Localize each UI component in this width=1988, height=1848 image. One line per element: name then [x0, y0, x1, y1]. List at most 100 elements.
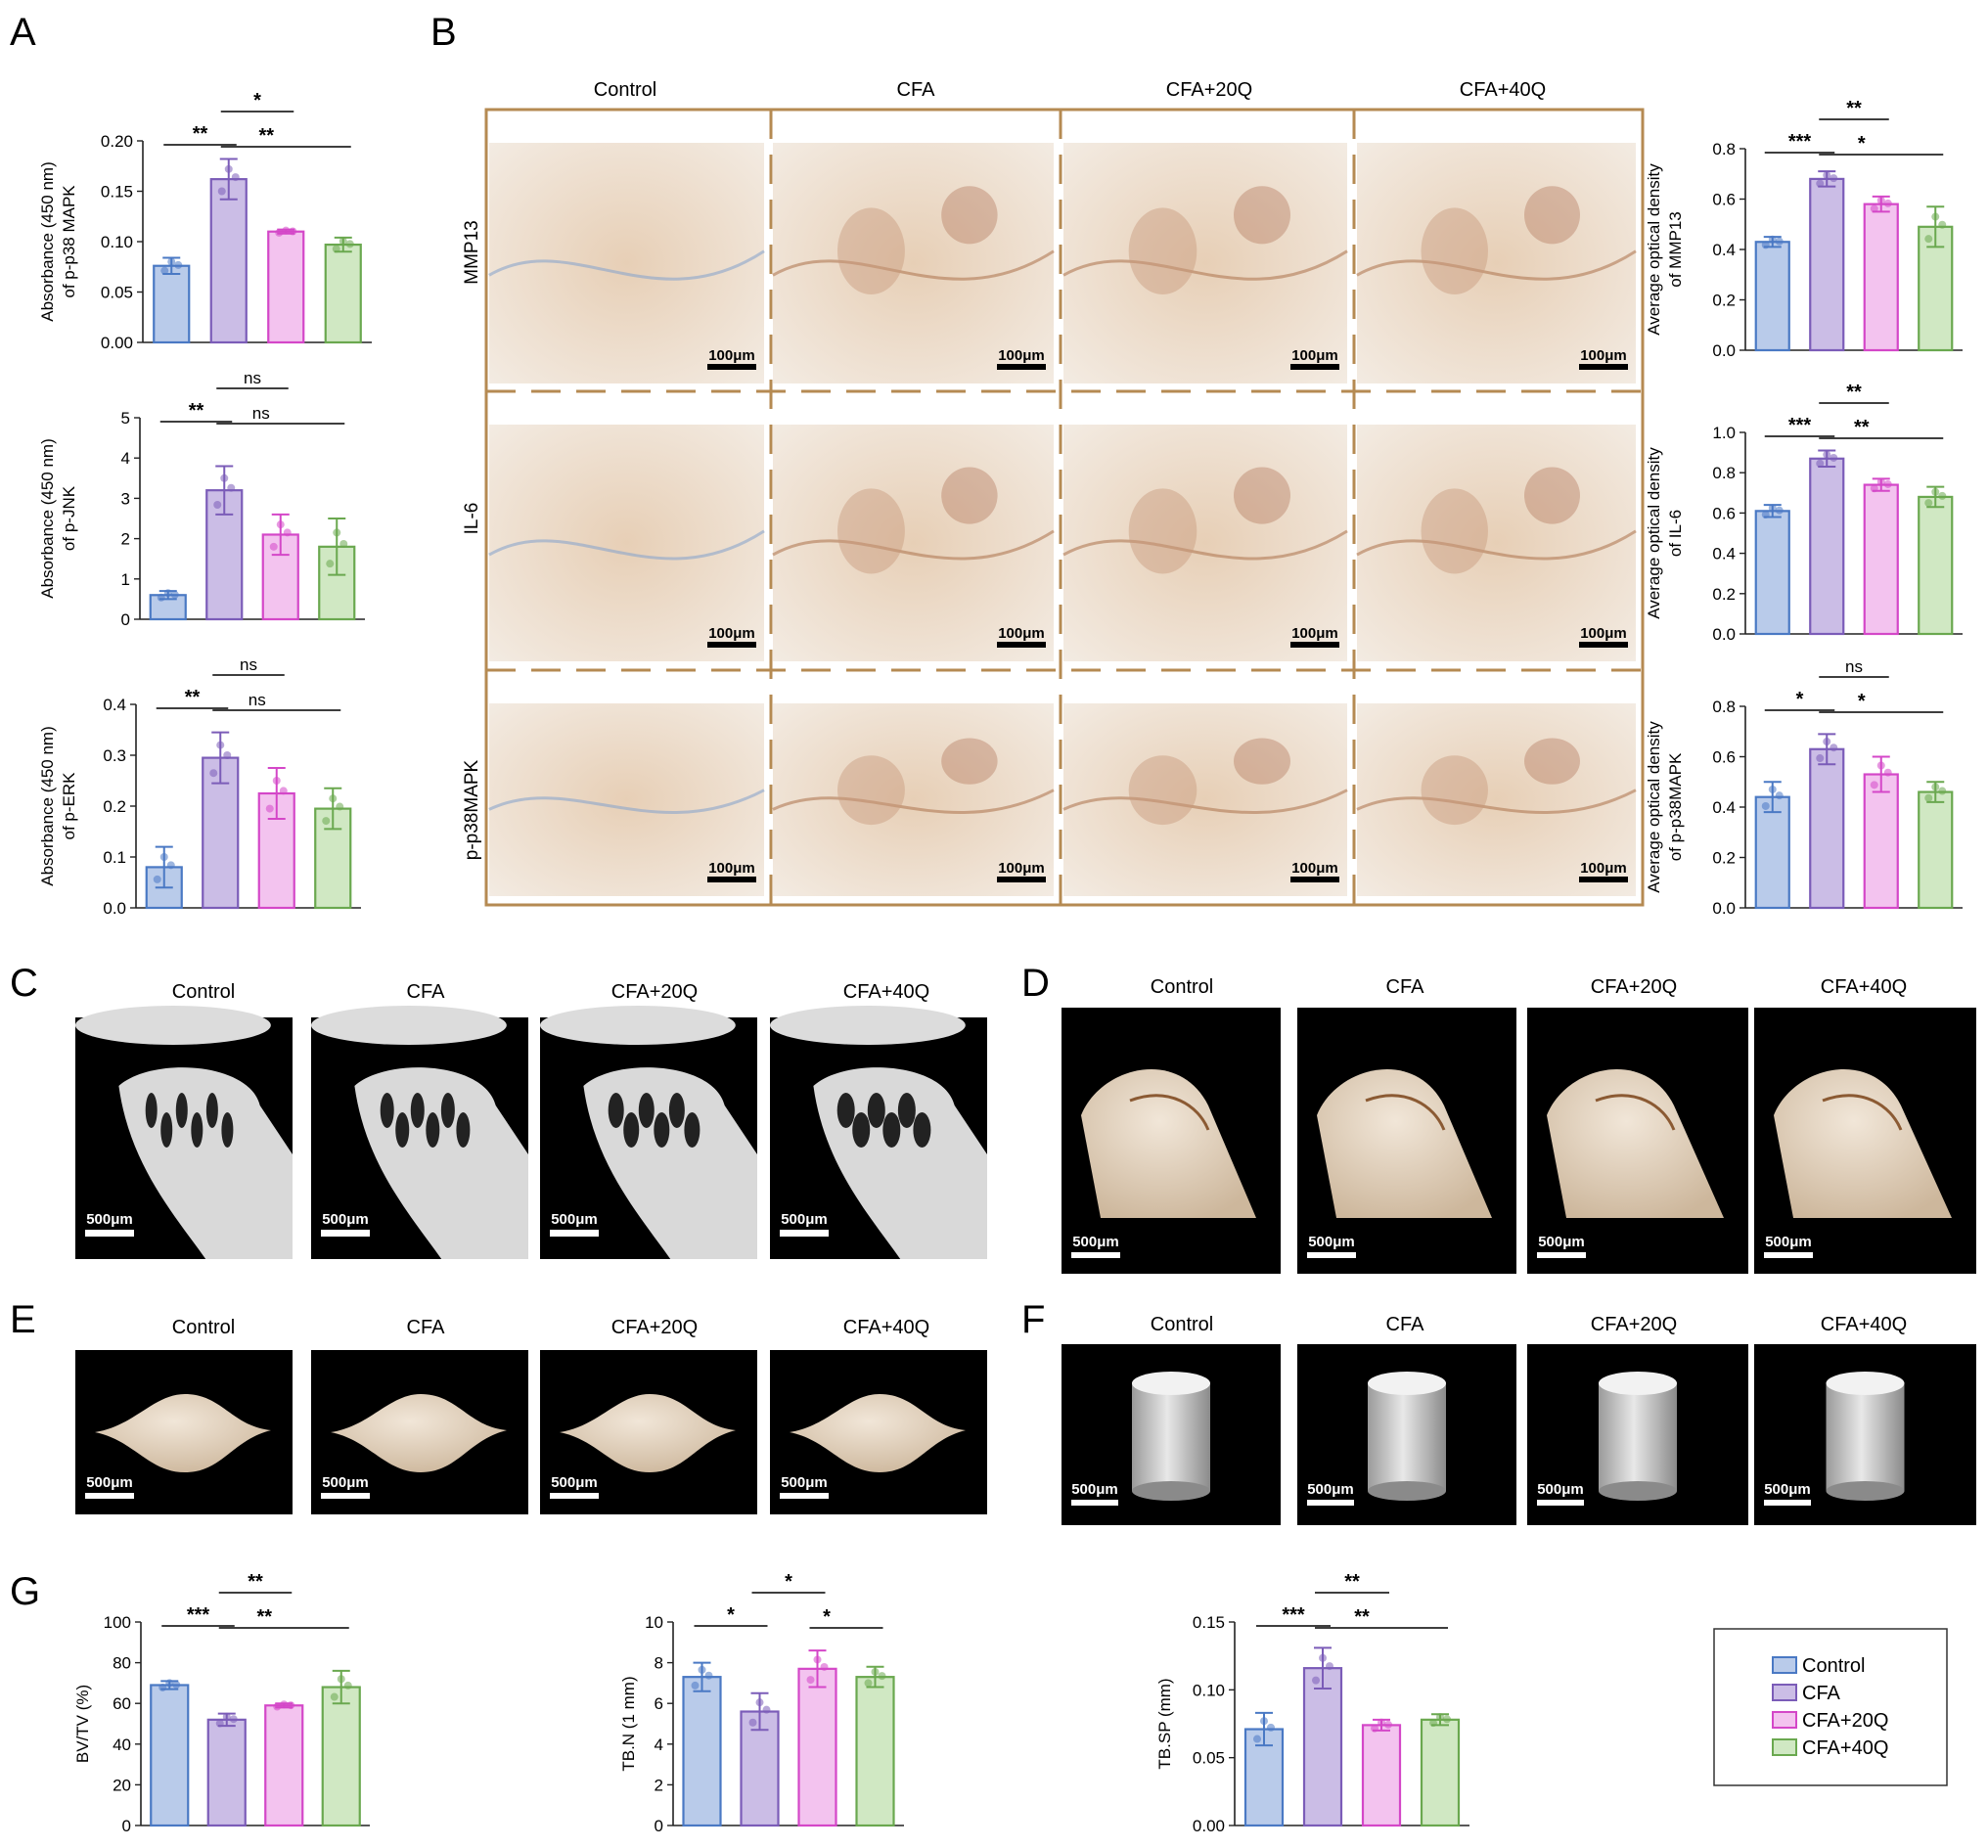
b-col-cfa40q: CFA+40Q	[1460, 79, 1546, 101]
stained-region	[1524, 738, 1580, 785]
scale-bar	[1307, 1500, 1354, 1506]
scale-bar-label: 100μm	[708, 347, 755, 364]
stained-region	[1128, 755, 1197, 826]
data-point	[326, 560, 335, 568]
c-col-control: Control	[172, 981, 235, 1003]
data-point	[1768, 235, 1777, 244]
data-point	[336, 802, 344, 811]
bar-cfa	[209, 178, 248, 344]
data-point	[163, 589, 172, 598]
data-point	[329, 794, 338, 803]
y-axis-label: TB.N (1 mm)	[619, 1676, 638, 1771]
cylinder-bottom	[1368, 1481, 1446, 1501]
data-point	[1830, 174, 1838, 183]
data-point	[170, 590, 179, 599]
y-axis-label: BV/TV (%)	[73, 1685, 92, 1763]
d-col-cfa: CFA	[1386, 976, 1425, 998]
sig-label: **	[1846, 382, 1862, 403]
data-point	[820, 1662, 829, 1671]
data-point	[1319, 1653, 1327, 1662]
data-point	[1883, 199, 1892, 207]
scale-bar	[1579, 364, 1628, 370]
sig-label: **	[258, 125, 274, 147]
trabecular-void	[913, 1112, 931, 1148]
3d-bone-shape	[1317, 1068, 1492, 1218]
trabecular-void	[380, 1093, 394, 1128]
bar-control	[150, 1684, 190, 1827]
sig-label: **	[1344, 1571, 1360, 1593]
trabecular-void	[221, 1112, 234, 1148]
scale-bar	[1290, 364, 1339, 370]
y-tick-label: 0.00	[1193, 1817, 1225, 1835]
data-point	[1436, 1713, 1444, 1722]
scale-bar	[321, 1493, 370, 1499]
scale-bar	[997, 642, 1046, 648]
data-point	[280, 1700, 289, 1709]
data-point	[1876, 761, 1885, 770]
y-axis-label-line: TB.N (1 mm)	[619, 1676, 638, 1771]
sig-label: ns	[252, 404, 270, 423]
tissue-fold	[772, 529, 1055, 561]
sig-label: **	[1854, 417, 1870, 438]
chart-a-jnk: 0 1 2 3 4 5 Absorbance (450 nm) of p-JNK ** ns ns	[38, 369, 365, 629]
data-point	[1326, 1662, 1333, 1671]
trabecular-void	[205, 1093, 218, 1128]
y-tick-label: 0.0	[103, 899, 126, 918]
legend-swatch-cfa	[1772, 1684, 1797, 1701]
sig-label: **	[1354, 1606, 1370, 1628]
data-point	[174, 260, 183, 269]
f-col-cfa40q: CFA+40Q	[1821, 1314, 1907, 1335]
stained-region	[1234, 738, 1290, 785]
y-tick-label: 0.4	[1712, 545, 1736, 563]
b-col-control: Control	[594, 79, 656, 101]
scale-bar-label: 500μm	[1072, 1234, 1119, 1250]
data-point	[1870, 204, 1878, 213]
trabecular-void	[867, 1093, 885, 1128]
y-tick-label: 0.15	[1193, 1613, 1225, 1632]
stained-region	[1524, 467, 1580, 524]
y-tick-label: 0.20	[101, 132, 133, 151]
scale-bar-label: 500μm	[781, 1211, 828, 1228]
scale-bar-label: 500μm	[1764, 1481, 1811, 1498]
y-tick-label: 5	[121, 409, 130, 428]
bar-cfa	[1809, 177, 1845, 352]
data-point	[1870, 781, 1878, 789]
scale-bar	[707, 642, 756, 648]
data-point	[1429, 1719, 1437, 1728]
panel-letter-f: F	[1021, 1298, 1045, 1341]
growth-plate-line	[1595, 1094, 1676, 1131]
y-axis-label-line: of p-p38 MAPK	[60, 185, 78, 298]
bar-cfa	[206, 1718, 247, 1827]
data-point	[1938, 787, 1947, 795]
scale-bar-label: 500μm	[1765, 1234, 1812, 1250]
3d-bone-top-shape	[790, 1394, 966, 1472]
b-row-pp38mapk: p-p38MAPK	[462, 759, 482, 860]
c-col-cfa40q: CFA+40Q	[843, 981, 929, 1003]
e-col-control: Control	[172, 1317, 235, 1338]
bar-control	[1754, 510, 1790, 636]
data-point	[330, 1692, 339, 1701]
stained-region	[1421, 207, 1488, 294]
bone-top	[74, 1006, 271, 1045]
scale-bar	[85, 1493, 134, 1499]
sig-label: *	[727, 1604, 735, 1626]
trabecular-void	[897, 1093, 916, 1128]
y-tick-label: 0.05	[1193, 1749, 1225, 1768]
legend: Control CFA CFA+20Q CFA+40Q	[1713, 1628, 1948, 1786]
b-row-il6: IL-6	[462, 503, 482, 535]
data-point	[289, 227, 297, 236]
data-point	[160, 266, 169, 275]
y-tick-label: 0.8	[1712, 140, 1736, 158]
stained-region	[837, 755, 905, 826]
sig-label: ns	[244, 369, 261, 387]
scale-bar	[1579, 642, 1628, 648]
data-point	[871, 1667, 880, 1676]
f-col-cfa: CFA	[1386, 1314, 1425, 1335]
data-point	[1768, 785, 1777, 793]
sig-label: *	[1796, 689, 1804, 710]
scale-bar-label: 500μm	[322, 1211, 369, 1228]
data-point	[217, 187, 226, 196]
panel-letter-g: G	[10, 1570, 40, 1613]
y-tick-label: 0.3	[103, 746, 126, 765]
